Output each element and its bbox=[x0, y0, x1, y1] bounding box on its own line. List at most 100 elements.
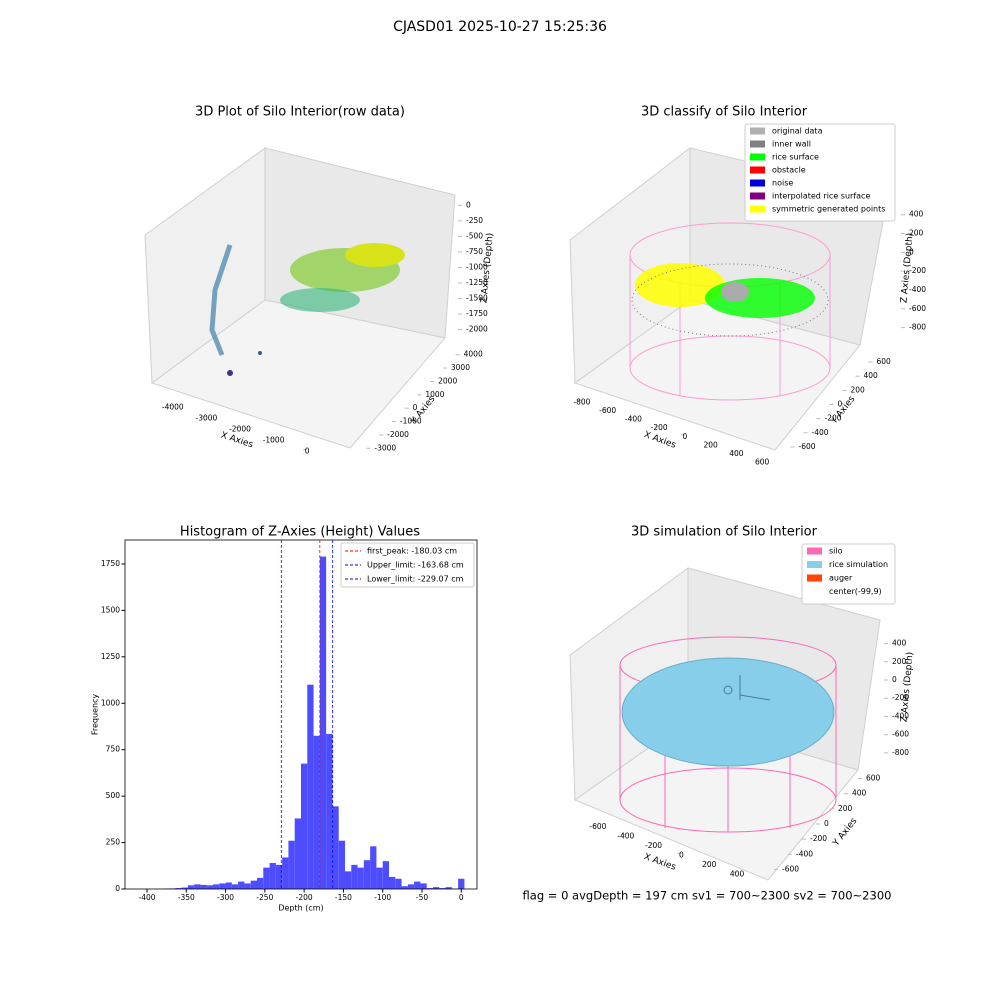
histogram-bar bbox=[426, 888, 433, 889]
y-tick-label: 1500 bbox=[101, 605, 120, 614]
z-tick-label: 0 bbox=[466, 200, 471, 209]
legend-label: rice simulation bbox=[829, 560, 888, 569]
legend-swatch bbox=[807, 561, 822, 568]
cloud bbox=[280, 288, 360, 312]
z-tick-label: -2000 bbox=[466, 325, 488, 334]
z-tick-label: -600 bbox=[892, 730, 909, 739]
histogram-bar bbox=[231, 884, 239, 889]
z-tick-label: -400 bbox=[909, 285, 926, 294]
z-tick-label: -600 bbox=[909, 304, 926, 313]
z-tick-label: -200 bbox=[909, 266, 926, 275]
histogram-bar bbox=[288, 840, 295, 889]
histogram-bar bbox=[181, 887, 188, 889]
y-tick-label: 4000 bbox=[464, 350, 483, 359]
y-tick-label: 600 bbox=[877, 357, 892, 366]
histogram-bar bbox=[382, 861, 389, 889]
auger bbox=[723, 675, 771, 701]
x-tick-label: -200 bbox=[296, 893, 313, 902]
histogram-bar bbox=[414, 881, 421, 889]
y-tick-label: -200 bbox=[825, 414, 842, 423]
histogram-bar bbox=[351, 864, 358, 889]
x-tick-label: -800 bbox=[573, 397, 590, 406]
chart-title: 3D simulation of Silo Interior bbox=[631, 525, 818, 540]
z-tick-label: 400 bbox=[892, 639, 907, 648]
y-tick-label: 400 bbox=[852, 789, 867, 798]
cloud bbox=[635, 263, 725, 307]
cloud bbox=[258, 351, 262, 355]
x-tick-label: -600 bbox=[599, 406, 616, 415]
histogram-bar bbox=[244, 883, 251, 889]
legend-swatch bbox=[807, 588, 822, 595]
histogram-bar bbox=[301, 763, 308, 889]
legend-swatch bbox=[807, 574, 822, 582]
legend-label: rice surface bbox=[772, 153, 819, 162]
histogram-bar bbox=[433, 887, 440, 889]
legend-label: noise bbox=[772, 179, 793, 188]
histogram-bar bbox=[401, 886, 408, 889]
x-tick-label: -600 bbox=[589, 822, 606, 831]
legend-label: inner wall bbox=[772, 140, 811, 149]
plot-frame bbox=[124, 539, 478, 890]
x-tick-label: -350 bbox=[178, 893, 195, 902]
histogram-bar bbox=[238, 881, 245, 889]
histogram-bar bbox=[345, 871, 352, 889]
histogram-bar bbox=[263, 867, 270, 889]
chart-title: Histogram of Z-Axies (Height) Values bbox=[180, 525, 420, 540]
y-tick-label: 0 bbox=[838, 400, 843, 409]
x-axis-label: Depth (cm) bbox=[278, 904, 323, 913]
chart-title: 3D classify of Silo Interior bbox=[641, 105, 808, 120]
histogram-bar bbox=[206, 885, 213, 889]
histogram-bar bbox=[187, 885, 195, 889]
x-tick-label: -3000 bbox=[196, 414, 218, 423]
y-tick-label: -400 bbox=[812, 428, 829, 437]
x-tick-label: -4000 bbox=[162, 403, 184, 412]
legend-label: center(-99,9) bbox=[829, 587, 882, 596]
x-tick-label: -1000 bbox=[263, 436, 285, 445]
histogram-bar bbox=[257, 877, 264, 889]
z-tick-label: 200 bbox=[892, 657, 907, 666]
legend-label: auger bbox=[829, 574, 853, 583]
histogram-bar bbox=[307, 684, 314, 889]
x-tick-label: -250 bbox=[256, 893, 273, 902]
histogram-bar bbox=[395, 878, 402, 889]
legend-box bbox=[801, 543, 896, 605]
histogram-bar bbox=[357, 867, 364, 889]
x-tick-label: -400 bbox=[625, 415, 642, 424]
histogram-bar bbox=[326, 733, 333, 889]
x-tick-label: 0 bbox=[305, 447, 310, 456]
z-tick-label: -1250 bbox=[466, 278, 488, 287]
x-tick-label: 400 bbox=[730, 869, 745, 878]
z-tick-label: -800 bbox=[892, 748, 909, 757]
x-tick-label: -300 bbox=[217, 893, 234, 902]
cloud bbox=[345, 243, 405, 267]
z-tick-label: -1500 bbox=[466, 294, 488, 303]
histogram-bar bbox=[225, 882, 232, 889]
histogram-bar bbox=[420, 883, 427, 889]
y-tick-label: 0 bbox=[413, 403, 418, 412]
histogram-bar bbox=[445, 887, 452, 889]
y-tick-label: 1000 bbox=[101, 698, 120, 707]
legend-label: silo bbox=[829, 547, 843, 556]
histogram-bar bbox=[213, 884, 220, 889]
z-tick-label: 0 bbox=[909, 247, 914, 256]
y-axis-label: Frequency bbox=[91, 694, 100, 736]
pane bbox=[573, 299, 861, 451]
x-tick-label: -50 bbox=[416, 893, 428, 902]
y-tick-label: -2000 bbox=[387, 430, 409, 439]
legend-swatch bbox=[750, 153, 765, 161]
z-tick-label: -1000 bbox=[466, 262, 488, 271]
histogram-bar bbox=[376, 867, 383, 889]
histogram-bar bbox=[275, 864, 283, 889]
legend-swatch bbox=[750, 127, 765, 135]
legend-box bbox=[744, 123, 896, 222]
x-tick-label: -400 bbox=[138, 893, 155, 902]
legend-swatch bbox=[750, 140, 765, 148]
histogram-bar bbox=[439, 888, 446, 889]
histogram-bar bbox=[269, 862, 276, 889]
histogram-bar bbox=[219, 883, 226, 889]
histogram-bar bbox=[338, 840, 345, 889]
histogram-bar bbox=[200, 884, 207, 889]
legend-swatch bbox=[750, 179, 765, 187]
y-tick-label: 250 bbox=[106, 838, 121, 847]
